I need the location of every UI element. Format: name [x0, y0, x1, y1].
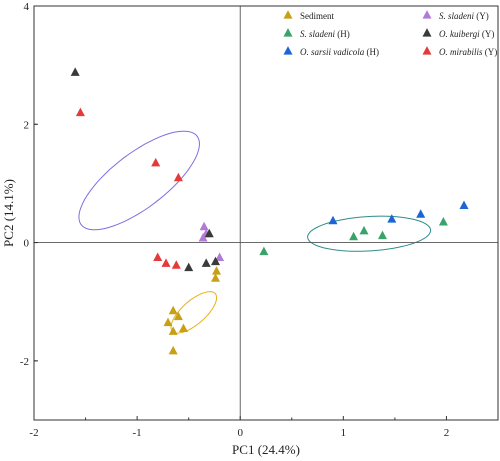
ellipse-layer	[78, 130, 432, 334]
y-tick-label: 4	[24, 1, 30, 13]
y-tick-label: 2	[24, 119, 30, 131]
legend-label-part: Sediment	[300, 11, 334, 21]
legend-label-part: (Y)	[483, 47, 498, 57]
data-points	[70, 67, 469, 355]
legend-label-part: O. kuibergi	[439, 29, 480, 39]
data-point	[75, 107, 85, 117]
data-point	[328, 215, 338, 225]
plot-frame	[33, 5, 499, 421]
data-point	[199, 221, 209, 231]
legend-label-part: S. sladeni	[300, 29, 335, 39]
data-point	[168, 345, 178, 355]
data-point	[349, 231, 359, 241]
legend-label-part: (H)	[335, 29, 350, 39]
legend-label: Sediment	[300, 11, 334, 21]
legend-label-part: (Y)	[474, 11, 489, 21]
y-tick-label: 0	[24, 238, 30, 250]
data-point	[378, 230, 387, 240]
data-point	[70, 67, 80, 76]
data-point	[163, 317, 173, 327]
legend-label-part: S. sladeni	[439, 11, 474, 21]
x-tick-label: 1	[341, 427, 347, 439]
reference-lines	[34, 6, 498, 420]
legend-marker	[422, 28, 432, 37]
x-axis-title: PC1 (24.4%)	[232, 442, 300, 457]
legend-marker	[422, 46, 432, 55]
legend-label-part: (Y)	[480, 29, 495, 39]
x-tick-label: 2	[444, 427, 450, 439]
legend-label: S. sladeni (H)	[300, 29, 350, 39]
legend-marker	[283, 46, 293, 55]
legend-marker	[422, 10, 432, 19]
data-point	[168, 326, 178, 335]
data-point	[459, 200, 469, 209]
data-point	[215, 252, 225, 261]
x-tick-label: -1	[133, 427, 142, 439]
data-point	[201, 258, 211, 267]
group-ellipse	[78, 130, 201, 231]
y-tick-label: -2	[20, 356, 29, 368]
x-tick-label: -2	[29, 427, 38, 439]
data-point	[179, 323, 188, 332]
legend-label: S. sladeni (Y)	[439, 11, 489, 21]
data-point	[198, 233, 208, 242]
data-point	[161, 258, 171, 267]
data-point	[212, 266, 221, 275]
data-point	[173, 311, 183, 321]
data-point	[204, 228, 214, 238]
data-point	[438, 217, 448, 226]
data-point	[387, 214, 397, 223]
legend-label-part: (H)	[364, 47, 379, 57]
legend-label: O. sarsii vadicola (H)	[300, 47, 379, 57]
y-axis-title: PC2 (14.1%)	[1, 179, 16, 247]
legend-label: O. mirabilis (Y)	[439, 47, 497, 57]
legend: Sediment S. sladeni (Y)S. sladeni (H) O. k…	[283, 10, 497, 57]
data-point	[359, 225, 369, 235]
x-tick-label: 0	[237, 427, 243, 439]
axes: -2 -1 0 1 2 -2 0 2 4	[20, 1, 499, 439]
data-point	[168, 305, 178, 315]
legend-label: O. kuibergi (Y)	[439, 29, 494, 39]
legend-label-part: O. sarsii vadicola	[300, 47, 365, 57]
data-point	[173, 172, 183, 182]
data-point	[211, 256, 220, 266]
group-ellipse	[307, 215, 432, 252]
data-point	[171, 260, 181, 269]
legend-label-part: O. mirabilis	[439, 47, 483, 57]
data-point	[259, 246, 269, 256]
legend-marker	[283, 28, 293, 37]
data-point	[416, 209, 426, 218]
legend-marker	[283, 10, 293, 19]
data-point	[151, 157, 161, 167]
data-point	[211, 273, 220, 282]
group-ellipse	[170, 291, 218, 334]
data-point	[153, 252, 163, 261]
data-point	[184, 262, 194, 272]
